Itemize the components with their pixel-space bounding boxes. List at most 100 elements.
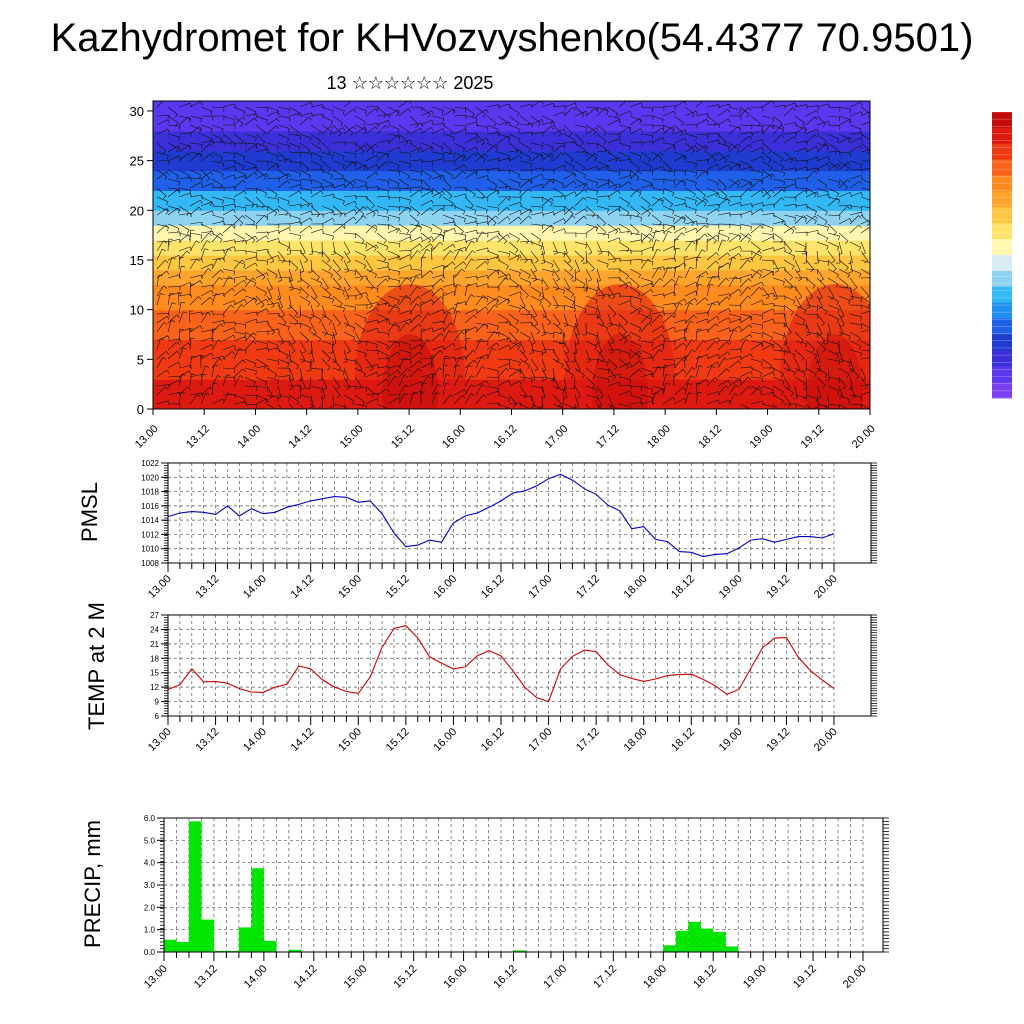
wind-barb-flag [431, 190, 434, 195]
wind-barb [332, 349, 337, 362]
wind-barb-flag [738, 288, 742, 293]
wind-barb-flag [431, 362, 434, 367]
wind-barb [365, 301, 378, 306]
wind-barb-flag [601, 295, 606, 299]
wind-barb [794, 304, 807, 311]
wind-barb [816, 162, 828, 171]
wind-barb [750, 156, 763, 162]
wind-barb [684, 169, 697, 173]
wind-barb-flag [629, 390, 632, 395]
wind-barb-flag [181, 374, 186, 376]
wind-barb [607, 381, 620, 387]
wind-barb-flag [780, 158, 784, 163]
wind-barb [453, 186, 466, 189]
wind-barb [244, 295, 257, 300]
wind-barb [519, 115, 530, 124]
colorbar-swatch [992, 255, 1012, 272]
wind-barb-flag [397, 183, 400, 188]
wind-barb [189, 356, 193, 369]
wind-barb-flag [540, 262, 545, 264]
wind-barb [288, 367, 295, 380]
wind-barb-flag [826, 334, 831, 336]
wind-barb [596, 107, 606, 117]
wind-barb [420, 187, 433, 191]
wind-barb-flag [486, 127, 489, 132]
wind-barb [200, 106, 213, 112]
wind-barb-flag [814, 215, 818, 220]
wind-barb [629, 322, 642, 329]
wind-barb-flag [440, 278, 444, 283]
wind-barb-flag [716, 316, 720, 320]
wind-barb-flag [873, 384, 874, 388]
wind-barb [805, 134, 815, 144]
wind-barb-flag [167, 335, 170, 340]
wind-barb-flag [835, 284, 839, 288]
wind-barb [573, 295, 576, 308]
wind-barb-flag [688, 392, 693, 395]
wind-barb [684, 241, 693, 252]
wind-barb [332, 385, 341, 396]
wind-barb-flag [233, 199, 236, 204]
wind-barb-flag [836, 319, 840, 323]
wind-barb-flag [399, 243, 401, 248]
wind-barb [420, 312, 429, 324]
wind-barb [739, 257, 752, 261]
wind-barb [541, 358, 547, 371]
wind-barb [849, 215, 859, 225]
wind-barb [299, 277, 310, 286]
wind-barb [442, 221, 455, 225]
wind-barb-flag [781, 400, 784, 405]
wind-barb [464, 258, 472, 270]
wind-barb-flag [798, 296, 803, 300]
wind-barb-flag [343, 361, 348, 363]
wind-barb-flag [398, 146, 401, 151]
wind-barb [816, 358, 822, 371]
wind-barb [178, 293, 191, 297]
wind-barb-flag [508, 379, 511, 384]
wind-barb [717, 187, 728, 197]
wind-barb [530, 119, 542, 126]
wind-barb [849, 322, 862, 326]
wind-barb-flag [385, 278, 389, 282]
wind-barb-flag [767, 196, 771, 200]
wind-barb [508, 178, 521, 184]
wind-barb [728, 213, 741, 216]
wind-barb [486, 205, 499, 209]
wind-barb [332, 331, 337, 344]
wind-barb [629, 286, 641, 294]
wind-barb [838, 385, 844, 398]
wind-barb-flag [277, 380, 279, 385]
wind-barb-flag [254, 111, 257, 116]
wind-barb-flag [788, 250, 793, 254]
wind-barb [849, 180, 860, 189]
wind-barb [178, 176, 191, 180]
wind-barb-flag [541, 352, 544, 357]
wind-barb-flag [471, 384, 475, 388]
wind-barb [442, 330, 450, 342]
wind-barb [266, 358, 279, 362]
wind-barb [640, 205, 651, 214]
wind-barb-flag [305, 168, 310, 173]
y-tick-label: 1010 [141, 545, 159, 554]
wind-barb [321, 403, 323, 409]
wind-barb [189, 177, 202, 180]
wind-barb [266, 205, 278, 214]
wind-barb [486, 348, 493, 360]
wind-barb-flag [266, 398, 269, 403]
wind-barb [309, 376, 312, 389]
wind-barb [343, 358, 356, 362]
wind-barb-flag [739, 110, 741, 115]
wind-barb [453, 365, 457, 378]
wind-barb [750, 342, 762, 351]
wind-barb-flag [244, 207, 247, 212]
wind-barb-flag [836, 193, 839, 198]
wind-barb [442, 374, 447, 387]
wind-barb-flag [443, 174, 445, 179]
wind-barb [585, 165, 598, 171]
wind-barb-flag [649, 310, 653, 314]
wind-barb [640, 282, 653, 288]
wind-barb [640, 289, 652, 297]
colorbar-swatch [992, 382, 1012, 399]
wind-barb [552, 195, 565, 198]
wind-barb-flag [496, 190, 500, 194]
